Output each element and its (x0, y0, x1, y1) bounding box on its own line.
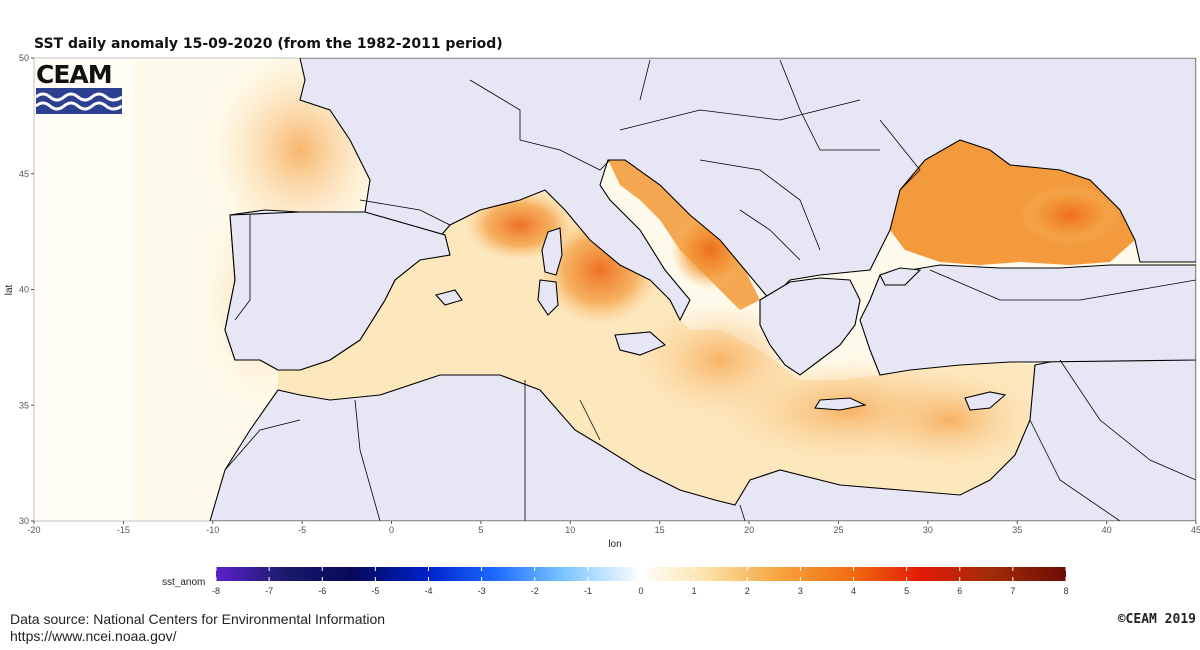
colorbar-tick-label: -7 (265, 586, 274, 596)
y-tick-label: 45 (19, 169, 29, 179)
logo-waves-icon (35, 88, 123, 114)
colorbar-tick-label: 2 (744, 586, 750, 596)
colorbar-tick-label: 1 (691, 586, 697, 596)
y-tick-label: 30 (19, 516, 29, 526)
colorbar-tick-label: -4 (424, 586, 433, 596)
colorbar-tick-label: -3 (477, 586, 486, 596)
x-tick-label: 0 (389, 525, 394, 535)
x-axis-title: lon (608, 539, 621, 550)
land (209, 58, 1196, 521)
x-tick-label: -20 (27, 525, 40, 535)
x-tick-label: -5 (298, 525, 306, 535)
x-tick-label: 10 (565, 525, 575, 535)
data-source-line: Data source: National Centers for Enviro… (10, 611, 386, 627)
colorbar-tick-label: -5 (371, 586, 380, 596)
colorbar-tick-label: 5 (904, 586, 910, 596)
x-tick-label: 15 (655, 525, 665, 535)
borders (224, 59, 1196, 521)
colorbar-tick-label: 6 (957, 586, 963, 596)
copyright: ©CEAM 2019 (1117, 612, 1196, 627)
x-tick-label: 5 (478, 525, 483, 535)
data-source-url[interactable]: https://www.ncei.noaa.gov/ (10, 628, 177, 644)
colorbar-label: sst_anom (162, 577, 206, 588)
colorbar-tick-label: -6 (318, 586, 327, 596)
x-tick-label: 30 (923, 525, 933, 535)
x-axis: -20 -15 -10 -5 0 5 10 15 20 25 30 35 40 45 (27, 521, 1200, 535)
x-tick-label: 35 (1012, 525, 1022, 535)
y-tick-label: 50 (19, 53, 29, 63)
colorbar-tick-label: 3 (797, 586, 803, 596)
logo-text: CEAM (36, 60, 113, 89)
colorbar-tick-label: -1 (583, 586, 592, 596)
colorbar-tick-label: 4 (850, 586, 857, 596)
x-tick-label: -15 (117, 525, 130, 535)
colorbar-tick-label: 7 (1010, 586, 1016, 596)
x-tick-label: -10 (206, 525, 219, 535)
colorbar-tick-label: 8 (1063, 586, 1069, 596)
x-tick-label: 25 (833, 525, 843, 535)
x-tick-label: 45 (1191, 525, 1200, 535)
y-tick-label: 40 (19, 285, 29, 295)
data-source: Data source: National Centers for Enviro… (10, 611, 385, 645)
y-tick-label: 35 (19, 400, 29, 410)
ceam-logo: CEAM (35, 60, 123, 119)
colorbar-ticks (215, 567, 1067, 581)
colorbar-tick-label: 0 (638, 586, 644, 596)
x-tick-label: 20 (744, 525, 754, 535)
y-axis-title: lat (4, 284, 15, 295)
colorbar-tick-label: -2 (530, 586, 539, 596)
colorbar-tick-label: -8 (211, 586, 221, 596)
y-axis: 50 45 40 35 30 (19, 53, 34, 526)
map-title: SST daily anomaly 15-09-2020 (from the 1… (34, 36, 503, 52)
x-tick-label: 40 (1102, 525, 1112, 535)
